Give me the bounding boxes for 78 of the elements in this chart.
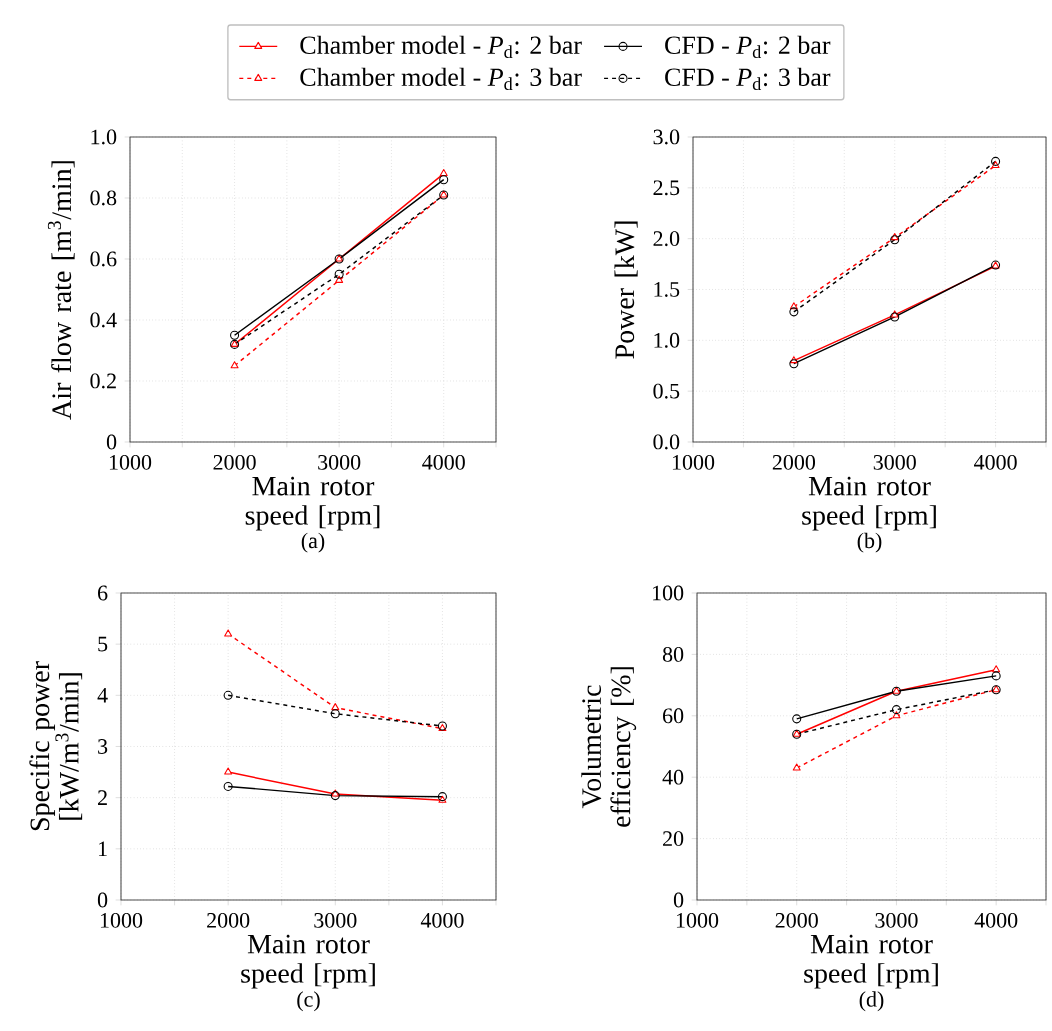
legend-label: CFD - P$_{d}$: 3 bar [665, 67, 831, 91]
point [439, 175, 449, 185]
x-tick-label: 4000 [974, 454, 1017, 470]
x-tick-label: 4000 [420, 912, 464, 928]
y-tick-label: 0.0 [653, 434, 680, 450]
x-tick-label: 4000 [422, 454, 465, 470]
y-tick-label: 0 [673, 892, 684, 908]
point [991, 156, 1001, 166]
point [224, 629, 233, 637]
legend-label: CFD - P$_{d}$: 2 bar [665, 35, 831, 59]
x-axis-title: Main rotor speed [rpm] [804, 934, 938, 989]
point [891, 705, 901, 715]
point [890, 235, 900, 245]
point [230, 330, 240, 340]
y-tick-label: 60 [663, 708, 684, 724]
y-tick-label: 80 [662, 646, 684, 662]
x-tick-label: 3000 [875, 912, 918, 928]
x-tick-label: 3000 [314, 912, 357, 928]
x-tick-label: 2000 [772, 454, 816, 470]
point [330, 791, 340, 801]
y-tick-label: 4 [97, 688, 108, 703]
y-tick-label: 100 [653, 585, 684, 601]
y-tick-label: 1.5 [654, 282, 680, 297]
point [991, 671, 1001, 681]
x-tick-label: 2000 [207, 912, 250, 928]
text: (c) [297, 991, 320, 1012]
point [792, 714, 802, 724]
y-axis-title: Air flow rate [m$^{3}$/min] [47, 161, 75, 420]
y-tick-label: 1.0 [91, 129, 117, 145]
y-tick-label: 1.0 [654, 332, 680, 348]
x-tick-label: 1000 [100, 912, 143, 928]
x-tick-label: 3000 [873, 454, 916, 470]
point [331, 789, 340, 797]
y-tick-label: 0 [97, 892, 108, 908]
y-tick-label: 3 [98, 739, 108, 754]
point [890, 312, 900, 322]
point [789, 307, 799, 317]
y-tick-label: 2.0 [653, 231, 680, 247]
point [223, 690, 233, 700]
x-tick-label: 2000 [213, 454, 256, 470]
point [224, 767, 233, 775]
point [334, 269, 344, 279]
x-tick-label: 1000 [676, 912, 719, 928]
point [223, 781, 233, 791]
legend-label: Chamber model - P$_{d}$: 3 bar [300, 67, 582, 91]
y-tick-label: 0.6 [90, 251, 117, 267]
text: (d) [859, 991, 884, 1012]
point [330, 709, 340, 719]
y-axis-title: Volumetric efficiency [%] [581, 667, 637, 827]
y-tick-label: 0.5 [653, 383, 680, 399]
y-tick-label: 3.0 [653, 129, 680, 145]
y-tick-label: 6 [98, 585, 108, 601]
x-axis-title: Main rotor speed [rpm] [241, 934, 375, 989]
y-tick-label: 2.5 [653, 180, 680, 196]
point [789, 359, 799, 369]
point [230, 361, 239, 369]
y-tick-label: 0 [106, 434, 117, 450]
point [792, 763, 801, 771]
x-axis-title: Main rotor speed [rpm] [245, 476, 380, 531]
y-tick-label: 5 [98, 636, 108, 652]
text: (a) [301, 532, 325, 553]
y-tick-label: 0.8 [90, 190, 117, 206]
x-axis-title: Main rotor speed [rpm] [802, 476, 936, 531]
x-tick-label: 1000 [109, 454, 152, 470]
legend-label: Chamber model - P$_{d}$: 2 bar [300, 35, 582, 59]
y-tick-label: 2 [98, 790, 107, 805]
y-axis-title: Power [kW] [614, 221, 638, 359]
y-tick-label: 0.4 [90, 312, 117, 328]
y-tick-label: 40 [662, 769, 684, 785]
x-tick-label: 1000 [672, 454, 715, 470]
x-tick-label: 4000 [974, 912, 1018, 928]
y-tick-label: 20 [663, 831, 684, 847]
x-tick-label: 2000 [775, 912, 818, 928]
y-tick-label: 1 [98, 841, 107, 857]
point [892, 711, 901, 719]
y-tick-label: 0.2 [90, 373, 116, 389]
x-tick-label: 3000 [318, 454, 361, 470]
text: (b) [857, 532, 882, 553]
